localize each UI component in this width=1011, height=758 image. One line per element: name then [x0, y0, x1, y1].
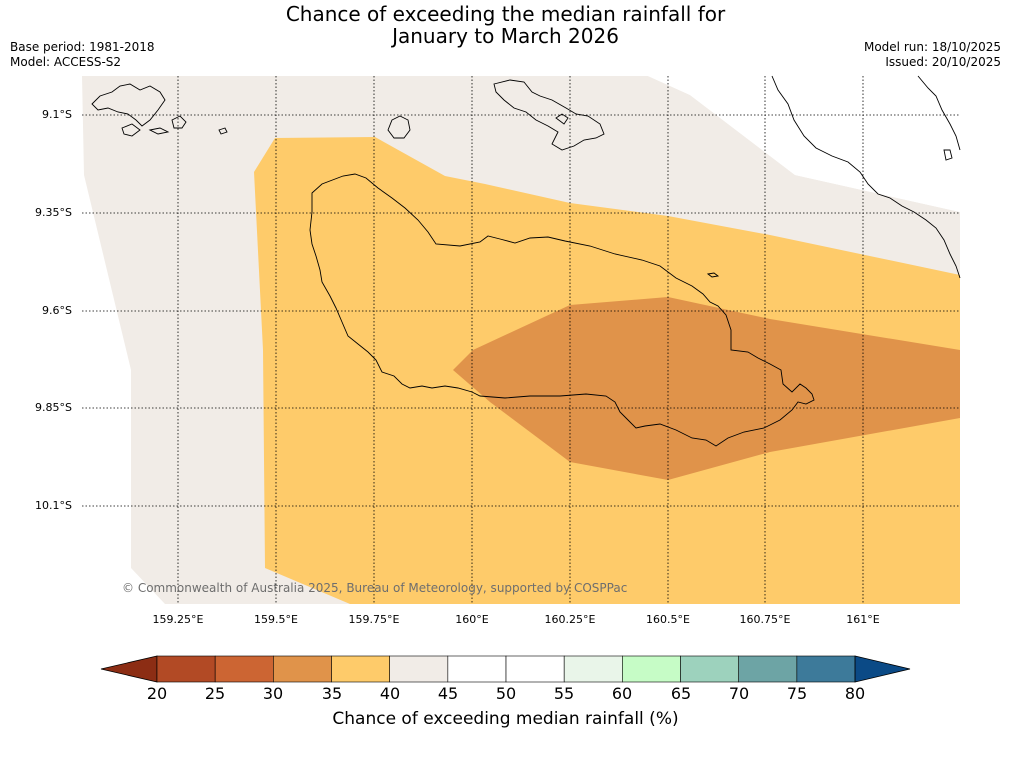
coastlines [91, 75, 961, 447]
colorbar-segment [214, 655, 274, 683]
lon-label: 160°E [455, 613, 489, 626]
russell-islet-2 [121, 123, 141, 137]
colorbar-tick-label: 70 [728, 684, 750, 703]
colorbar-segment [563, 655, 623, 683]
colorbar-segment [331, 655, 390, 683]
region-30-35 [453, 297, 960, 480]
lat-label: 10.1°S [35, 499, 72, 512]
colorbar-segment [738, 655, 798, 683]
colorbar-tick-label: 65 [670, 684, 692, 703]
colorbar-segment [796, 655, 856, 683]
colorbar-tick-label: 60 [611, 684, 633, 703]
region-50-55 [648, 76, 960, 212]
model-name: Model: ACCESS-S2 [10, 55, 122, 69]
copyright-notice: © Commonwealth of Australia 2025, Bureau… [122, 581, 628, 595]
guadalcanal-coast [309, 173, 815, 447]
colorbar-title: Chance of exceeding median rainfall (%) [332, 709, 679, 729]
lon-label: 159.25°E [152, 613, 204, 626]
colorbar-tick-label: 40 [379, 684, 401, 703]
lon-label: 160.25°E [544, 613, 596, 626]
colorbar-tick-label: 55 [553, 684, 575, 703]
russell-islet-1 [171, 115, 187, 129]
colorbar-tick-label: 25 [204, 684, 226, 703]
colorbar-segment [389, 655, 449, 683]
island-top-center [387, 115, 411, 139]
florida-islands-coast [493, 79, 605, 151]
lon-label: 159.5°E [254, 613, 298, 626]
colorbar-extend-low [100, 655, 158, 683]
lon-label: 159.75°E [348, 613, 400, 626]
colorbar-tick-label: 20 [146, 684, 168, 703]
model-run: Model run: 18/10/2025 [863, 40, 1001, 54]
russell-islands-coast [91, 83, 166, 127]
issued-date: Issued: 20/10/2025 [885, 55, 1001, 69]
islet-east [706, 272, 720, 278]
lat-label: 9.35°S [35, 206, 72, 219]
colorbar-segment [505, 655, 565, 683]
lon-label: 160.5°E [646, 613, 690, 626]
colorbar-tick-label: 80 [844, 684, 866, 703]
gridlines [82, 76, 960, 604]
colorbar-segment [447, 655, 507, 683]
malaita-coast [771, 75, 961, 279]
colorbar-tick-label: 35 [321, 684, 343, 703]
colorbar-segment [680, 655, 740, 683]
colorbar-tick-label: 45 [437, 684, 459, 703]
lat-label: 9.6°S [42, 304, 72, 317]
lat-label: 9.1°S [42, 108, 72, 121]
malaita-islet [943, 149, 953, 161]
base-period: Base period: 1981-2018 [10, 40, 155, 54]
colorbar-tick-label: 50 [495, 684, 517, 703]
map-title-line2: January to March 2026 [392, 24, 619, 48]
colorbar-segment [273, 655, 332, 683]
malaita-north-coast [917, 75, 961, 151]
lon-label: 160.75°E [739, 613, 791, 626]
russell-islet-4 [148, 127, 170, 135]
map-title-line1: Chance of exceeding the median rainfall … [285, 2, 726, 26]
colorbar-tick-label: 75 [786, 684, 808, 703]
russell-islet-3 [218, 127, 228, 135]
lon-label: 161°E [846, 613, 880, 626]
colorbar-tick-label: 30 [262, 684, 284, 703]
florida-islet-1 [555, 113, 569, 125]
colorbar-segment [156, 655, 216, 683]
colorbar-extend-high [854, 655, 911, 683]
colorbar-segment [622, 655, 681, 683]
lat-label: 9.85°S [35, 401, 72, 414]
